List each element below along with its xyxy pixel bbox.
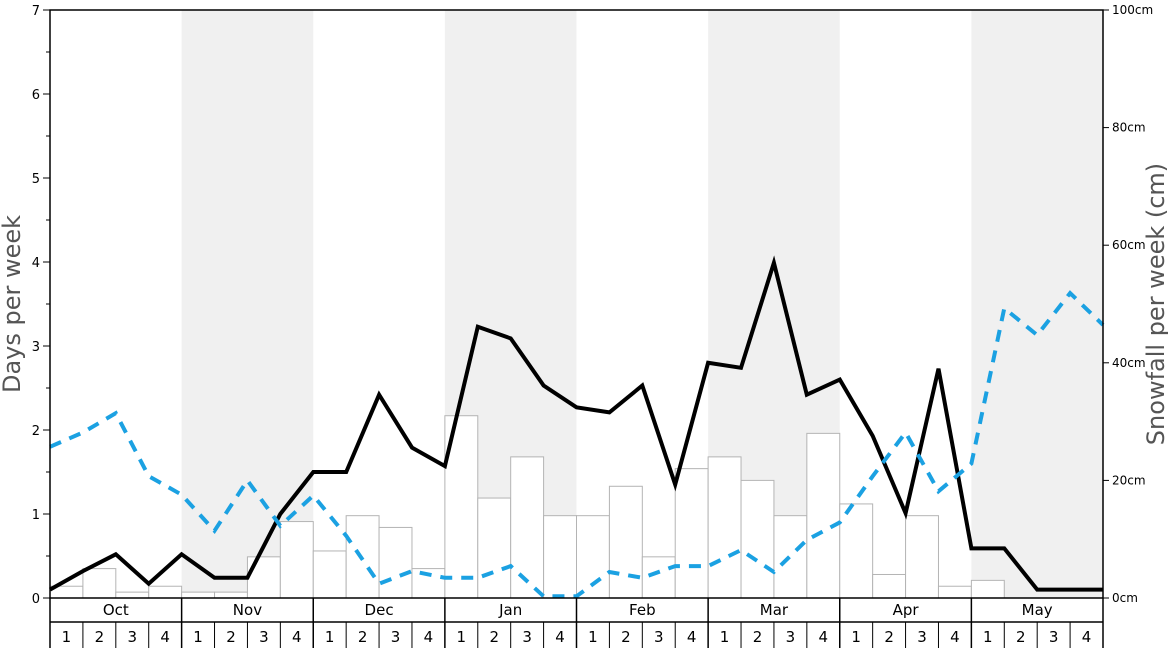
week-label: 2 xyxy=(489,628,499,646)
week-label: 1 xyxy=(193,628,203,646)
month-label: Oct xyxy=(103,601,129,619)
snowfall-bar xyxy=(839,503,874,599)
snowfall-bar xyxy=(510,456,545,599)
snowfall-bar xyxy=(970,579,1005,599)
week-label: 3 xyxy=(522,628,532,646)
week-label: 2 xyxy=(621,628,631,646)
y2-tick-label: 100cm xyxy=(1112,3,1153,17)
y2-tick-label: 60cm xyxy=(1112,238,1146,252)
week-label: 1 xyxy=(720,628,730,646)
month-shade-may xyxy=(971,10,1103,598)
week-label: 3 xyxy=(259,628,269,646)
month-label: Dec xyxy=(365,601,394,619)
week-label: 1 xyxy=(62,628,72,646)
y2-tick-label: 40cm xyxy=(1112,356,1146,370)
week-label: 1 xyxy=(457,628,467,646)
snowfall-bar xyxy=(181,591,216,599)
week-label: 2 xyxy=(884,628,894,646)
week-label: 4 xyxy=(687,628,697,646)
snowfall-bar xyxy=(246,556,281,599)
snowfall-bar xyxy=(937,585,972,599)
y-tick-label: 4 xyxy=(32,256,40,271)
snowfall-bar xyxy=(806,432,841,599)
month-label: Nov xyxy=(233,601,262,619)
y-tick-label: 5 xyxy=(32,172,40,187)
y-tick-label: 1 xyxy=(32,508,40,523)
solid-line-series xyxy=(49,255,1103,592)
dashed-line-series xyxy=(49,290,1105,599)
snowfall-bar xyxy=(477,497,512,599)
y-tick-label: 2 xyxy=(32,424,40,439)
snowfall-bar xyxy=(312,550,347,599)
month-axis: Oct 1 2 3 4 Nov 1 2 3 4 Dec 1 2 3 4 Jan 1 2 3 4 Feb 1 2 3 4 Mar 1 2… xyxy=(49,598,1104,648)
y-tick-label: 0 xyxy=(32,592,40,607)
snowfall-bar xyxy=(905,515,939,599)
snowfall-bar xyxy=(608,485,643,599)
week-label: 3 xyxy=(1049,628,1059,646)
week-label: 3 xyxy=(391,628,401,646)
week-label: 3 xyxy=(127,628,137,646)
week-label: 1 xyxy=(851,628,861,646)
week-label: 4 xyxy=(1082,628,1092,646)
month-label: Feb xyxy=(629,601,656,619)
week-label: 1 xyxy=(325,628,335,646)
week-label: 2 xyxy=(358,628,368,646)
week-label: 4 xyxy=(819,628,829,646)
y2-axis-title: Snowfall per week (cm) xyxy=(1142,163,1168,445)
y-tick-label: 7 xyxy=(32,4,40,19)
y2-tick-label: 0cm xyxy=(1112,591,1138,605)
snowfall-bars xyxy=(49,415,1005,599)
month-shading xyxy=(181,10,1103,598)
y-axis-title: Days per week xyxy=(0,215,26,393)
snowfall-bar xyxy=(740,479,775,599)
snowfall-bar xyxy=(872,573,907,599)
y2-tick-label: 80cm xyxy=(1112,121,1146,135)
week-label: 2 xyxy=(226,628,236,646)
week-label: 1 xyxy=(983,628,993,646)
month-label: Apr xyxy=(893,601,920,619)
right-axis: 0cm 20cm 40cm 60cm 80cm 100cm xyxy=(1103,3,1153,605)
y-tick-label: 3 xyxy=(32,340,40,355)
snowfall-bar xyxy=(641,556,676,599)
snowfall-bar xyxy=(543,515,577,599)
week-label: 2 xyxy=(1016,628,1026,646)
week-label: 4 xyxy=(424,628,434,646)
week-label: 4 xyxy=(950,628,960,646)
left-axis: 0 1 2 3 4 5 6 7 xyxy=(32,4,50,607)
week-label: 4 xyxy=(160,628,170,646)
snowfall-bar xyxy=(773,515,808,599)
month-label: Jan xyxy=(498,601,522,619)
snowfall-bar xyxy=(148,585,183,599)
week-label: 3 xyxy=(917,628,927,646)
week-label: 3 xyxy=(786,628,796,646)
month-label: Mar xyxy=(760,601,789,619)
week-label: 2 xyxy=(95,628,105,646)
week-label: 4 xyxy=(292,628,302,646)
y2-tick-label: 20cm xyxy=(1112,473,1146,487)
snowfall-bar xyxy=(279,521,314,599)
snowfall-bar xyxy=(378,526,413,599)
snowfall-bar xyxy=(214,591,248,599)
week-label: 2 xyxy=(753,628,763,646)
month-label: May xyxy=(1022,601,1053,619)
week-label: 3 xyxy=(654,628,664,646)
week-label: 4 xyxy=(555,628,565,646)
snowfall-bar xyxy=(82,568,117,599)
snowfall-bar xyxy=(707,456,742,599)
day-lines xyxy=(49,255,1105,599)
week-label: 1 xyxy=(588,628,598,646)
snowfall-bar xyxy=(674,468,709,599)
y-tick-label: 6 xyxy=(32,88,40,103)
snowfall-bar xyxy=(115,591,150,599)
month-shade-nov xyxy=(181,10,314,598)
